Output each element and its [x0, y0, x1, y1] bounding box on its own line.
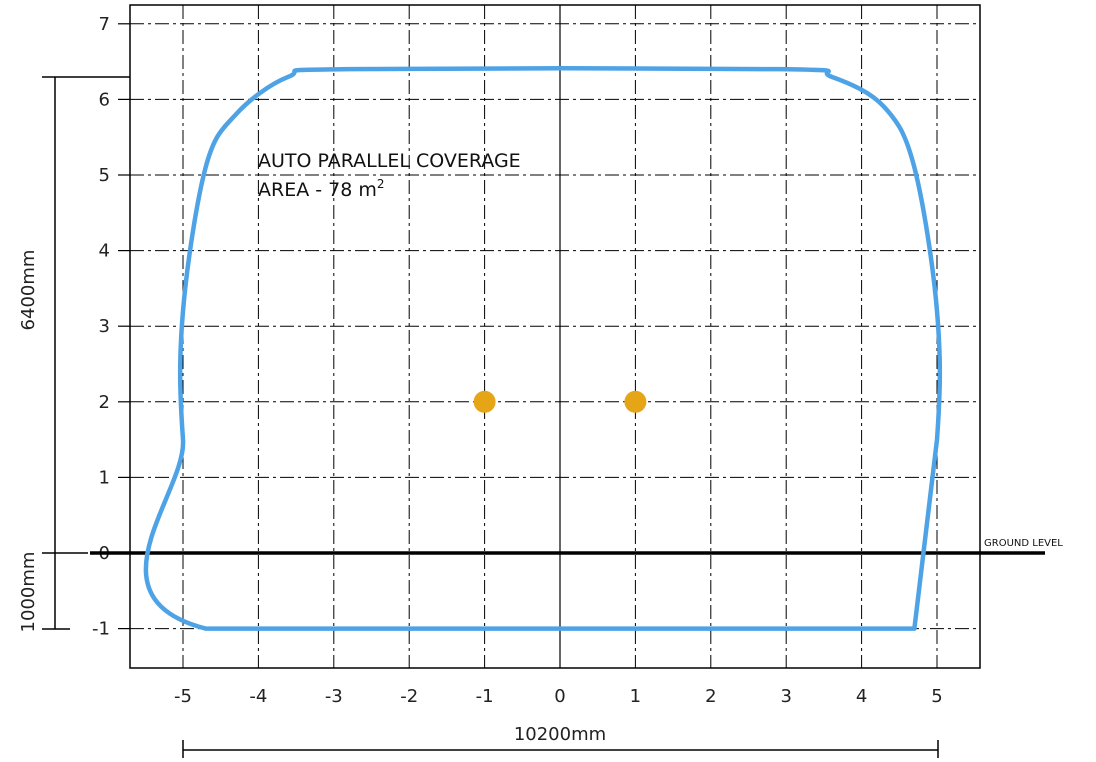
coverage-boundary — [143, 65, 943, 631]
x-tick-label: 1 — [630, 686, 641, 707]
x-axis-ticks: -5 -4 -3 -2 -1 0 1 2 3 4 5 — [174, 686, 943, 707]
y-tick-label: 3 — [99, 316, 110, 337]
sensors — [473, 390, 647, 413]
grid — [130, 5, 980, 668]
annotation-line1: AUTO PARALLEL COVERAGE — [258, 150, 521, 172]
area-superscript: 2 — [377, 177, 385, 191]
x-tick-label: 0 — [554, 686, 565, 707]
annotation-line2: AREA - 78 m2 — [258, 177, 385, 201]
y-tick-label: 5 — [99, 165, 110, 186]
x-tick-label: -4 — [249, 686, 267, 707]
y-tick-label: -1 — [92, 619, 110, 640]
x-tick-label: -1 — [476, 686, 494, 707]
plot-border — [129, 4, 981, 669]
plot-frame — [129, 4, 981, 669]
x-tick-label: 4 — [856, 686, 867, 707]
y-tick-label: 1 — [99, 467, 110, 488]
y-tick-label: 2 — [99, 392, 110, 413]
sensor-point — [473, 390, 496, 413]
sensor-point — [624, 390, 647, 413]
x-tick-label: -2 — [400, 686, 418, 707]
y-tick-label: 7 — [99, 14, 110, 35]
depth-dimension-label: 1000mm — [18, 552, 39, 633]
y-tick-label: 6 — [99, 89, 110, 110]
x-tick-label: -5 — [174, 686, 192, 707]
y-tick-label: 4 — [99, 241, 110, 262]
x-tick-label: 3 — [780, 686, 791, 707]
ground-level-label: GROUND LEVEL — [984, 538, 1063, 549]
width-dimension-label: 10200mm — [514, 724, 606, 745]
depth-dimension: 1000mm — [18, 552, 88, 633]
x-tick-label: 5 — [931, 686, 942, 707]
x-tick-label: -3 — [325, 686, 343, 707]
coverage-outline — [143, 65, 943, 631]
height-dimension-label: 6400mm — [18, 250, 39, 331]
height-dimension: 6400mm — [18, 76, 130, 553]
width-dimension: 10200mm — [182, 724, 939, 758]
x-tick-label: 2 — [705, 686, 716, 707]
y-axis-ticks: 76543210-1 — [92, 14, 130, 640]
